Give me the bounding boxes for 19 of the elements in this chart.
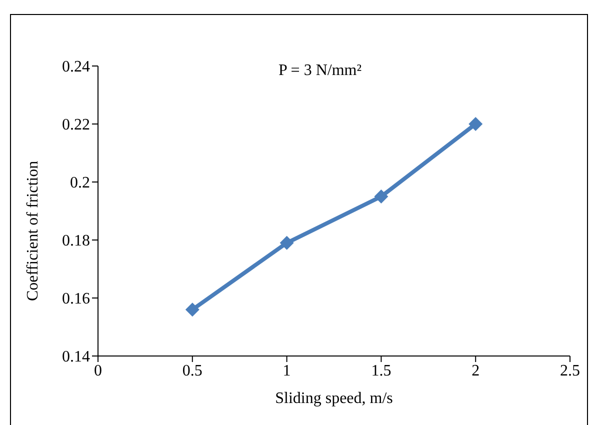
x-tick-label: 1.5 bbox=[371, 362, 392, 380]
y-tick-label: 0.24 bbox=[62, 58, 90, 76]
x-tick-label: 0 bbox=[94, 362, 102, 380]
y-axis-title: Coefficient of friction bbox=[24, 160, 42, 301]
x-tick-label: 2 bbox=[472, 362, 480, 380]
point bbox=[280, 236, 294, 250]
y-tick-label: 0.14 bbox=[62, 348, 90, 366]
x-axis-title: Sliding speed, m/s bbox=[275, 390, 393, 407]
x-tick-label: 2.5 bbox=[560, 362, 580, 380]
y-tick-label: 0.22 bbox=[62, 116, 90, 134]
point bbox=[185, 302, 200, 317]
y-tick-label: 0.2 bbox=[70, 174, 90, 192]
chart-title: P = 3 N/mm² bbox=[277, 62, 362, 80]
point bbox=[468, 117, 483, 131]
y-tick-label: 0.18 bbox=[62, 232, 90, 250]
y-tick-label: 0.16 bbox=[62, 290, 90, 308]
x-tick-label: 1 bbox=[282, 362, 291, 380]
point bbox=[374, 190, 388, 204]
x-tick-label: 0.5 bbox=[182, 362, 202, 380]
